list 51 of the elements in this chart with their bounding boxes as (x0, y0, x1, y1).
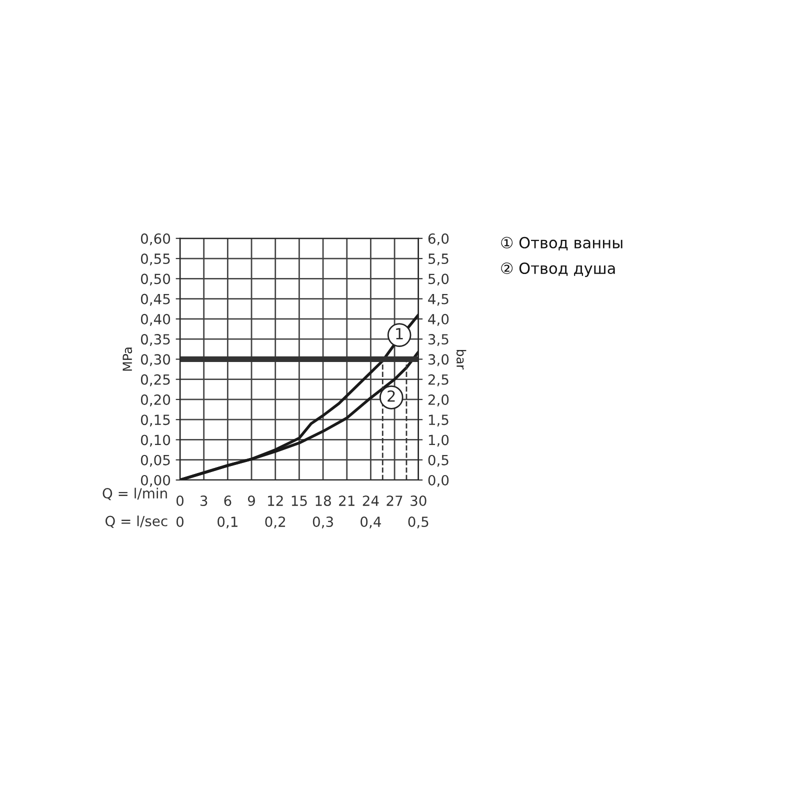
y2-tick-label: 0,5 (428, 454, 448, 467)
y-tick-label: 0,60 (140, 233, 170, 246)
x2-tick-label: 0,1 (218, 516, 238, 528)
y2-tick-label: 4,0 (428, 314, 449, 326)
y-tick-label: 0,25 (140, 374, 170, 386)
y-tick-label: 0,15 (140, 414, 170, 426)
y-tick-label: 0,40 (140, 314, 170, 326)
y2-tick-label: 2,0 (428, 394, 449, 406)
y2-tick-label: 1,5 (428, 414, 448, 426)
text: ① Отвод ванны (501, 236, 622, 250)
x-tick-label: 15 (292, 496, 307, 506)
annotation: 2 (388, 390, 395, 402)
y2-tick-label: 3,5 (428, 334, 448, 346)
y2-tick-label: 3,0 (428, 354, 449, 366)
x-tick-label: 18 (316, 496, 331, 506)
x-axis-title: Q = l/min (102, 488, 167, 500)
y2-tick-label: 5,5 (428, 254, 448, 266)
y-tick-label: 0,45 (140, 294, 170, 306)
x-tick-label: 0 (176, 496, 184, 506)
x-tick-label: 3 (200, 496, 208, 506)
x-tick-label: 21 (339, 496, 354, 506)
x-tick-label: 9 (248, 496, 255, 506)
x-tick-label: 27 (386, 496, 402, 506)
y-tick-label: 0,30 (140, 354, 170, 366)
y2-tick-label: 4,5 (428, 294, 448, 306)
x2-tick-label: 0,3 (312, 516, 333, 528)
x-tick-label: 24 (362, 496, 379, 506)
y2-tick-label: 1,0 (428, 434, 449, 447)
x-tick-label: 12 (268, 496, 283, 506)
y-tick-label: 0,00 (140, 474, 170, 487)
y-tick-label: 0,55 (140, 254, 170, 266)
x2-tick-label: 0 (176, 516, 184, 528)
y2-tick-label: 5,0 (428, 274, 449, 286)
x-tick-label: 6 (224, 496, 232, 506)
x-tick-label: 30 (410, 496, 426, 506)
y2-tick-label: 0,0 (428, 474, 449, 487)
x2-tick-label: 0,2 (265, 516, 286, 528)
y-axis-title: MPa (122, 348, 132, 371)
x2-tick-label: 0,4 (360, 516, 381, 528)
y2-axis-title: bar (456, 350, 466, 370)
y2-tick-label: 6,0 (428, 233, 449, 246)
annotation: 1 (396, 328, 403, 340)
text: ② Отвод душа (501, 262, 615, 277)
y-tick-label: 0,10 (140, 434, 170, 447)
x2-axis-title: Q = l/sec (106, 516, 168, 528)
y-tick-label: 0,20 (140, 394, 170, 406)
y-tick-label: 0,35 (140, 334, 170, 346)
y-tick-label: 0,05 (140, 454, 170, 467)
y-tick-label: 0,50 (140, 274, 170, 286)
y2-tick-label: 2,5 (428, 374, 448, 386)
x2-tick-label: 0,5 (408, 516, 428, 528)
